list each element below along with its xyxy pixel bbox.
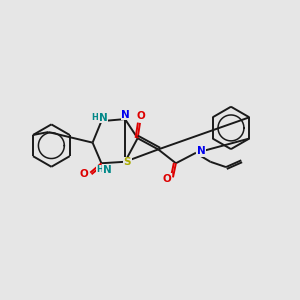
Text: H: H <box>97 165 104 174</box>
Text: S: S <box>124 158 131 167</box>
Text: O: O <box>136 111 145 122</box>
Text: N: N <box>121 110 130 120</box>
Text: O: O <box>80 169 89 179</box>
Text: N: N <box>98 112 107 123</box>
Text: N: N <box>196 146 205 157</box>
Text: N: N <box>103 165 112 175</box>
Text: O: O <box>163 174 172 184</box>
Text: H: H <box>91 113 98 122</box>
